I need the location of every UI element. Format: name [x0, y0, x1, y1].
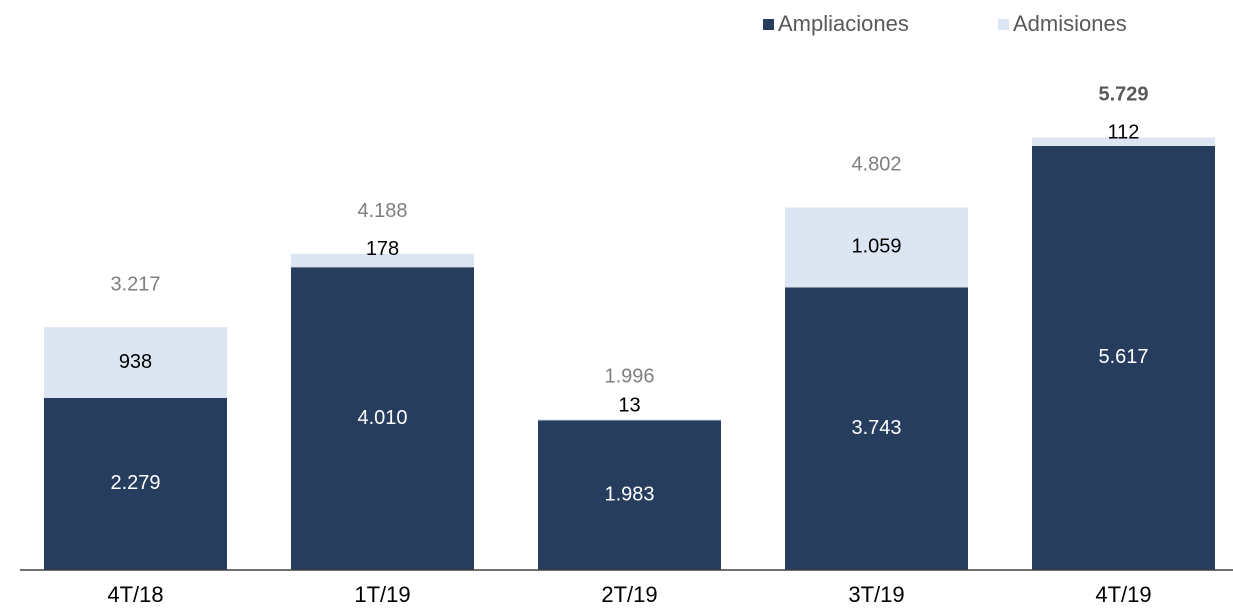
value-label: 2.279: [110, 472, 160, 494]
legend-swatch: [998, 19, 1009, 30]
bar-segment: [1032, 137, 1215, 146]
x-tick-label: 3T/19: [848, 582, 904, 607]
bar-segment: [538, 419, 721, 421]
x-tick-label: 1T/19: [354, 582, 410, 607]
total-label: 5.729: [1098, 84, 1148, 106]
value-label: 13: [618, 395, 640, 417]
legend-label: Admisiones: [1013, 11, 1127, 36]
bar-segment: [291, 253, 474, 268]
value-label: 4.010: [357, 407, 407, 429]
x-tick-label: 4T/18: [107, 582, 163, 607]
bar-segment: [538, 420, 721, 570]
bar-segment: [785, 207, 968, 288]
value-label: 178: [366, 238, 399, 260]
bar-segment: [44, 397, 227, 570]
value-label: 5.617: [1098, 346, 1148, 368]
value-label: 938: [119, 351, 152, 373]
value-label: 3.743: [851, 417, 901, 439]
value-label: 1.059: [851, 236, 901, 258]
bar-segment: [291, 267, 474, 570]
value-label: 1.983: [604, 483, 654, 505]
bar-segment: [44, 327, 227, 398]
x-tick-label: 2T/19: [601, 582, 657, 607]
total-label: 4.188: [357, 200, 407, 222]
total-label: 3.217: [110, 273, 160, 295]
bar-segment: [1032, 145, 1215, 570]
bar-segment: [785, 287, 968, 570]
total-label: 1.996: [604, 366, 654, 388]
x-tick-label: 4T/19: [1095, 582, 1151, 607]
legend-swatch: [763, 19, 774, 30]
value-label: 112: [1108, 122, 1140, 144]
legend-label: Ampliaciones: [778, 11, 909, 36]
total-label: 4.802: [851, 154, 901, 176]
